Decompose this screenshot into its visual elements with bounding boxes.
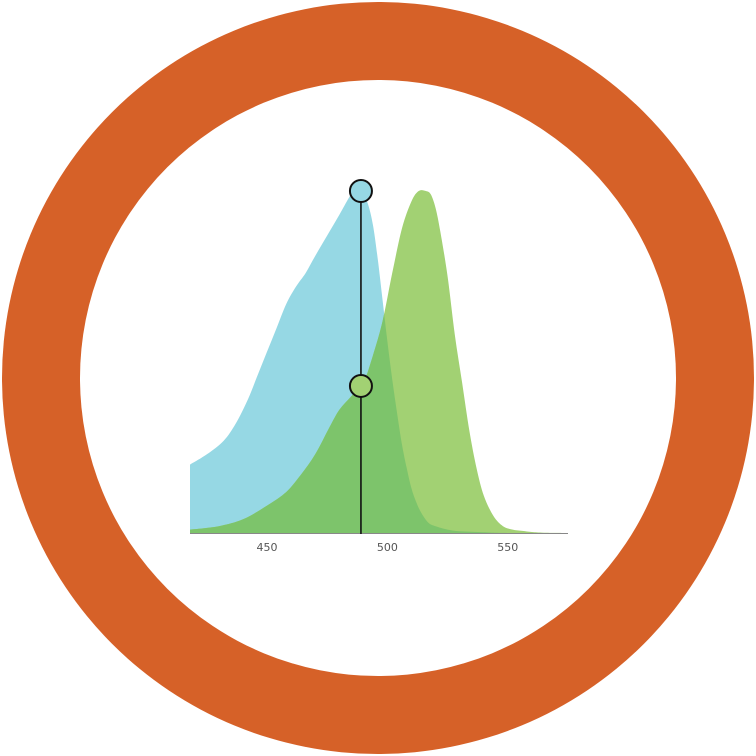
marker-group [348,179,373,398]
excitation-marker-handle[interactable] [348,179,373,203]
spectrum-plot: 450 500 550 [190,179,568,554]
spectral-overlap-area [190,190,568,533]
emission-marker-handle[interactable] [348,373,373,398]
x-axis-ticks: 450 500 550 [257,541,519,554]
x-tick-label: 450 [257,541,278,554]
x-tick-label: 550 [497,541,518,554]
x-tick-label: 500 [377,541,398,554]
